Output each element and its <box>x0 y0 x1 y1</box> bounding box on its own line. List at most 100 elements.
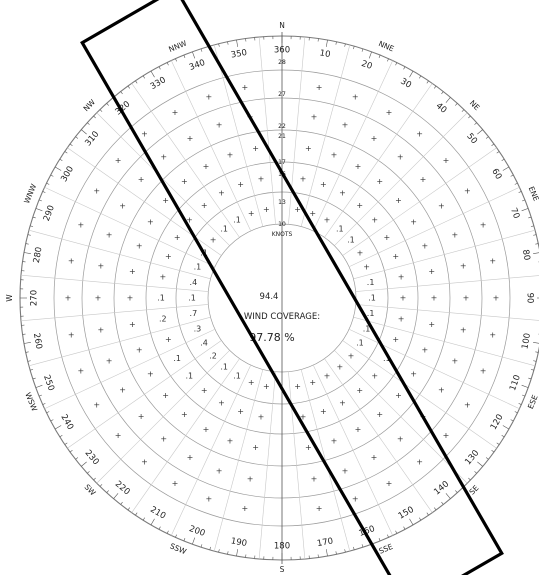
sector-plus: + <box>316 83 323 92</box>
sector-plus: + <box>464 187 471 196</box>
sector-plus: + <box>300 174 307 183</box>
sector-plus: + <box>93 401 100 410</box>
degree-tick <box>474 123 476 125</box>
sector-plus: + <box>305 443 312 452</box>
sector-plus: + <box>97 325 104 334</box>
sector-plus: + <box>218 189 225 198</box>
degree-tick <box>427 513 429 515</box>
sector-spoke <box>259 37 275 224</box>
sector-plus: + <box>78 367 85 376</box>
degree-tick <box>396 63 397 66</box>
degree-tick <box>531 226 534 227</box>
direction-label-260: 260 <box>31 332 44 350</box>
cardinal-label-ssw: SSW <box>169 541 189 556</box>
sector-plus: + <box>159 272 166 281</box>
degree-tick <box>434 508 436 510</box>
sector-plus: + <box>392 252 399 261</box>
degree-tick <box>81 130 86 134</box>
sector-plus: + <box>376 410 383 419</box>
sector-plus: + <box>324 216 331 225</box>
degree-tick <box>522 208 529 210</box>
degree-tick <box>65 151 67 153</box>
direction-label-230: 230 <box>83 448 101 467</box>
degree-tick <box>519 403 522 404</box>
degree-tick <box>143 76 145 79</box>
sector-plus: + <box>205 92 212 101</box>
cardinal-label-nne: NNE <box>377 39 395 54</box>
degree-tick <box>47 183 50 184</box>
sector-spoke <box>356 275 539 291</box>
sector-spoke <box>334 350 467 483</box>
sector-plus: + <box>147 370 154 379</box>
degree-tick <box>87 471 89 473</box>
sector-plus: + <box>165 252 172 261</box>
sector-plus: + <box>357 249 364 258</box>
sector-plus: + <box>172 479 179 488</box>
degree-tick <box>497 443 499 445</box>
sector-plus: + <box>371 216 378 225</box>
sector-plus: + <box>174 233 181 242</box>
sector-plus: + <box>371 453 378 462</box>
sector-plus: + <box>493 294 500 303</box>
sector-plus: + <box>410 370 417 379</box>
sector-plus: + <box>460 262 467 271</box>
sector-plus: + <box>355 162 362 171</box>
direction-label-270: 270 <box>30 290 40 306</box>
sector-plus: + <box>460 325 467 334</box>
cardinal-label-n: N <box>279 21 285 30</box>
degree-tick <box>30 226 33 227</box>
sector-value: .1 <box>185 371 193 380</box>
units-label: KNOTS <box>272 231 293 238</box>
sector-plus: + <box>172 108 179 117</box>
sector-plus: + <box>205 495 212 504</box>
sector-plus: + <box>438 202 445 211</box>
sector-plus: + <box>421 242 428 251</box>
sector-plus: + <box>160 434 167 443</box>
degree-tick <box>441 92 443 94</box>
sector-plus: + <box>241 504 248 513</box>
sector-plus: + <box>160 153 167 162</box>
sector-plus: + <box>463 294 470 303</box>
sector-value: .2 <box>159 315 167 324</box>
sector-plus: + <box>68 256 75 265</box>
degree-tick <box>100 110 102 112</box>
direction-label-70: 70 <box>508 207 521 221</box>
sector-plus: + <box>138 412 145 421</box>
sector-value: .1 <box>188 294 196 303</box>
sector-spoke <box>29 317 211 366</box>
degree-tick <box>441 502 443 504</box>
sector-value: .1 <box>233 216 241 225</box>
sector-plus: + <box>311 112 318 121</box>
direction-label-300: 300 <box>59 165 76 184</box>
degree-tick <box>455 490 457 492</box>
degree-tick <box>455 103 457 105</box>
degree-tick <box>410 519 414 525</box>
degree-tick <box>114 493 118 498</box>
sector-plus: + <box>363 263 370 272</box>
sector-plus: + <box>181 410 188 419</box>
sector-plus: + <box>129 267 136 276</box>
degree-tick <box>24 342 31 343</box>
sector-plus: + <box>218 398 225 407</box>
sector-plus: + <box>162 196 169 205</box>
sector-value: .1 <box>220 362 228 371</box>
degree-tick <box>76 137 78 139</box>
sector-plus: + <box>443 156 450 165</box>
sector-spoke <box>171 365 250 535</box>
sector-plus: + <box>203 162 210 171</box>
sector-plus: + <box>438 386 445 395</box>
sector-plus: + <box>252 443 259 452</box>
degree-tick <box>468 116 470 118</box>
degree-tick <box>219 44 220 47</box>
direction-label-350: 350 <box>230 48 248 61</box>
degree-tick <box>353 547 354 550</box>
sector-spoke <box>214 45 263 227</box>
sector-plus: + <box>119 202 126 211</box>
sector-plus: + <box>416 130 423 139</box>
sector-spoke <box>349 329 519 408</box>
degree-tick <box>533 253 539 254</box>
sector-spoke <box>45 329 215 408</box>
direction-label-60: 60 <box>489 167 503 181</box>
sector-plus: + <box>187 134 194 143</box>
direction-label-360: 360 <box>274 46 290 56</box>
